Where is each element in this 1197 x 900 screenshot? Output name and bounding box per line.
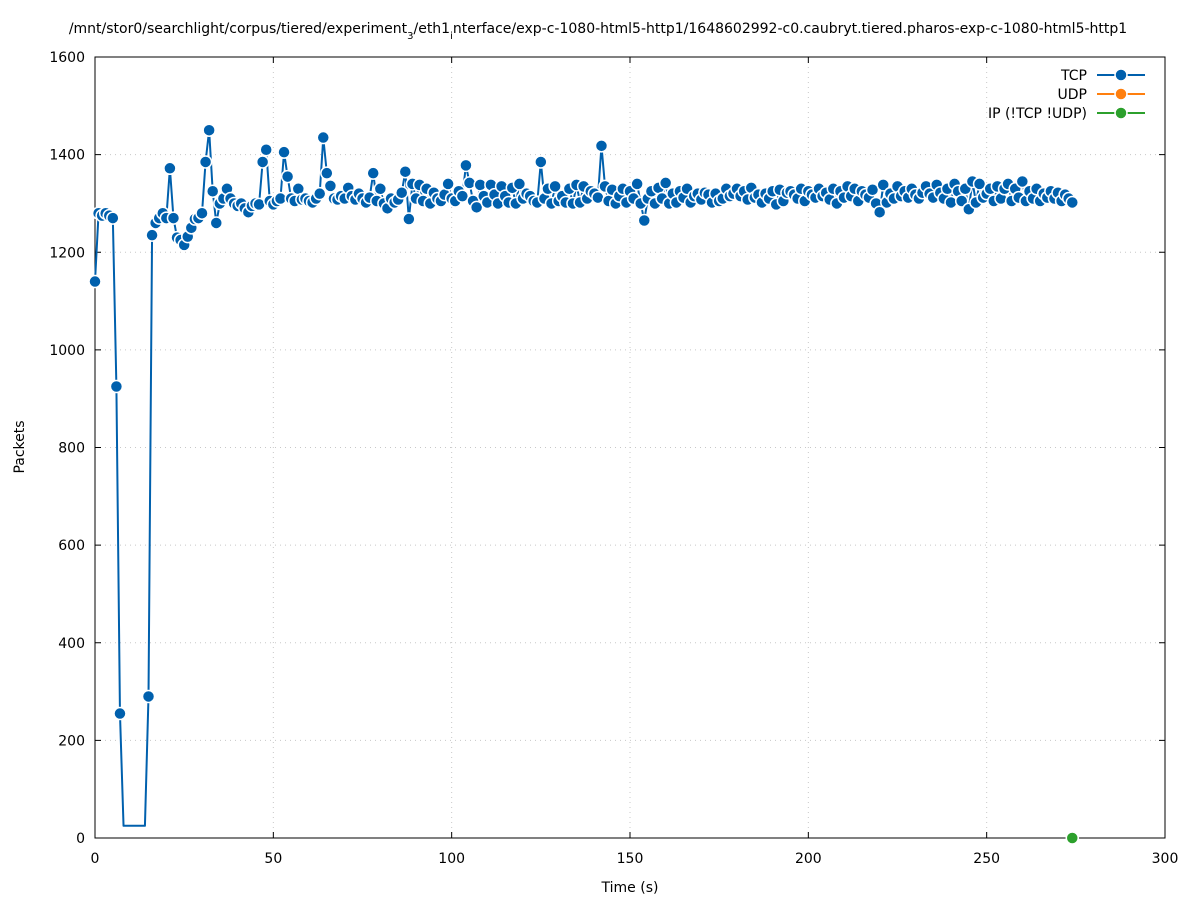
x-tick-label: 300 bbox=[1152, 851, 1179, 867]
chart-title: /mnt/stor0/searchlight/corpus/tiered/exp… bbox=[69, 21, 1127, 42]
series-tcp bbox=[88, 123, 1080, 827]
data-point bbox=[320, 166, 334, 180]
data-point bbox=[280, 169, 295, 184]
y-axis-label: Packets bbox=[12, 420, 28, 473]
legend-item: IP (!TCP !UDP) bbox=[988, 106, 1145, 122]
data-point bbox=[106, 211, 120, 225]
data-point bbox=[462, 176, 477, 190]
data-point bbox=[145, 228, 159, 242]
series-layer bbox=[88, 123, 1080, 845]
series-line bbox=[94, 129, 1074, 827]
y-tick-label: 1000 bbox=[49, 343, 85, 359]
y-tick-label: 600 bbox=[58, 538, 85, 554]
data-point bbox=[455, 189, 470, 203]
data-point bbox=[209, 216, 224, 230]
data-point bbox=[366, 166, 380, 180]
legend-marker bbox=[1114, 87, 1128, 101]
y-tick-label: 0 bbox=[76, 831, 85, 847]
y-tick-label: 1400 bbox=[49, 148, 85, 164]
y-tick-label: 400 bbox=[58, 636, 85, 652]
data-point bbox=[872, 205, 887, 219]
data-point bbox=[202, 123, 216, 137]
x-axis-label: Time (s) bbox=[601, 880, 659, 896]
legend: TCP UDP IP (!TCP !UDP) bbox=[988, 68, 1145, 122]
y-tick-label: 1600 bbox=[49, 50, 85, 66]
data-point bbox=[163, 161, 177, 176]
y-tick-label: 200 bbox=[58, 733, 85, 749]
x-tick-label: 0 bbox=[91, 851, 100, 867]
data-point bbox=[198, 155, 213, 169]
data-point bbox=[637, 213, 652, 228]
plot-area-border bbox=[94, 56, 1166, 839]
data-point bbox=[548, 179, 562, 194]
x-tick-label: 50 bbox=[264, 851, 282, 867]
data-point bbox=[865, 183, 880, 197]
data-point bbox=[398, 164, 413, 179]
y-tick-label: 800 bbox=[58, 441, 85, 457]
data-point bbox=[512, 177, 527, 191]
data-point bbox=[205, 184, 220, 198]
grid-lines bbox=[95, 57, 1165, 838]
data-point bbox=[316, 130, 331, 145]
legend-marker bbox=[1114, 106, 1128, 120]
x-tick-label: 200 bbox=[795, 851, 822, 867]
data-point bbox=[259, 142, 273, 157]
data-point bbox=[373, 182, 388, 196]
data-point bbox=[166, 211, 181, 225]
data-point bbox=[534, 155, 548, 169]
legend-marker bbox=[1114, 68, 1128, 82]
data-point bbox=[277, 145, 291, 159]
data-point bbox=[1015, 174, 1030, 189]
legend-item: TCP bbox=[1060, 68, 1145, 84]
data-point bbox=[195, 206, 209, 220]
data-point bbox=[630, 177, 644, 191]
data-point bbox=[109, 379, 124, 394]
data-point bbox=[972, 177, 987, 191]
legend-item: UDP bbox=[1058, 87, 1145, 103]
data-point bbox=[459, 158, 473, 173]
data-point bbox=[312, 186, 327, 201]
x-tick-label: 250 bbox=[973, 851, 1000, 867]
data-point bbox=[113, 706, 127, 721]
data-point bbox=[658, 176, 673, 190]
legend-label: IP (!TCP !UDP) bbox=[988, 106, 1087, 122]
data-point bbox=[323, 179, 338, 193]
x-tick-label: 100 bbox=[438, 851, 465, 867]
axis-ticks: 0 50 100 150 200 250 300 0 200 400 600 800 1000 1200 1… bbox=[49, 50, 1178, 867]
data-point bbox=[88, 274, 102, 289]
data-point bbox=[141, 689, 156, 704]
series-ip-tcp-udp bbox=[1065, 831, 1080, 845]
data-point bbox=[876, 178, 890, 192]
legend-label: UDP bbox=[1058, 87, 1087, 103]
legend-label: TCP bbox=[1060, 68, 1087, 84]
data-point bbox=[394, 185, 409, 200]
data-point bbox=[1065, 831, 1080, 845]
data-point bbox=[402, 212, 416, 226]
x-tick-label: 150 bbox=[617, 851, 644, 867]
data-point bbox=[469, 200, 484, 215]
y-tick-label: 1200 bbox=[49, 245, 85, 261]
data-point bbox=[255, 155, 270, 169]
data-point bbox=[594, 139, 609, 153]
data-point bbox=[441, 177, 455, 191]
data-point bbox=[1065, 195, 1080, 210]
